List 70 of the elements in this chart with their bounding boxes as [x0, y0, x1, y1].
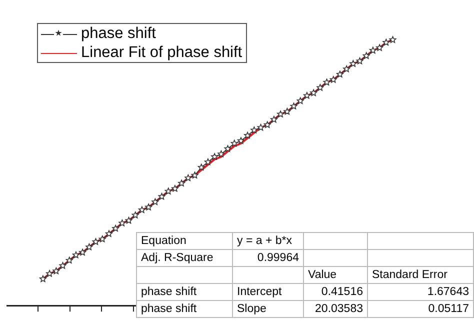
point — [323, 78, 330, 86]
point — [244, 132, 252, 139]
point — [46, 270, 54, 277]
point — [362, 52, 370, 59]
point — [178, 180, 186, 186]
annotation: phase shift — [136, 284, 232, 300]
text: 1.67643 — [368, 284, 474, 300]
point — [92, 238, 100, 245]
point — [382, 38, 390, 46]
point — [350, 60, 357, 67]
annotation: Equation — [136, 232, 232, 250]
point — [376, 44, 384, 51]
text: 0.05117 — [368, 300, 474, 318]
annotation: 20.03583 — [304, 300, 368, 318]
point — [66, 256, 73, 264]
point — [132, 212, 139, 218]
point — [264, 121, 271, 128]
annotation: Adj. R-Square — [136, 250, 232, 266]
point — [138, 206, 146, 214]
point — [389, 36, 396, 43]
point — [79, 248, 86, 256]
point — [105, 230, 113, 237]
point — [98, 235, 106, 242]
point — [59, 262, 66, 269]
legend-label: phase shift — [81, 24, 156, 43]
annotation: Slope — [232, 300, 304, 318]
point — [310, 89, 318, 96]
point — [164, 188, 172, 194]
point — [86, 243, 93, 250]
point — [52, 267, 60, 274]
annotation: 0.41516 — [304, 284, 368, 300]
point — [336, 70, 344, 78]
point — [250, 126, 258, 134]
point — [198, 164, 205, 170]
point — [152, 198, 159, 206]
point — [145, 204, 152, 210]
point — [72, 251, 80, 258]
point — [211, 153, 218, 160]
point — [158, 192, 166, 200]
annotation: 0.99964 — [232, 250, 304, 266]
point — [369, 46, 377, 54]
annotation: Value — [304, 266, 368, 284]
annotation: phase shift — [136, 300, 232, 318]
point — [125, 216, 132, 224]
point — [237, 137, 245, 144]
point — [296, 97, 304, 104]
point — [118, 220, 126, 226]
point — [316, 84, 324, 91]
legend-label: Linear Fit of phase shift — [81, 43, 242, 62]
point — [191, 172, 198, 178]
point — [218, 150, 225, 158]
point — [330, 76, 337, 83]
point — [257, 124, 264, 131]
point — [343, 65, 350, 72]
point — [290, 102, 298, 110]
point — [112, 224, 120, 232]
point — [184, 174, 192, 182]
annotation: y = a + b*x — [232, 232, 304, 250]
point — [284, 108, 291, 115]
point — [303, 92, 311, 99]
annotation: Intercept — [232, 284, 304, 300]
annotation: Standard Error — [368, 266, 474, 284]
point — [224, 145, 232, 152]
point — [39, 275, 47, 282]
point — [204, 158, 212, 166]
point — [277, 110, 284, 118]
point — [356, 57, 364, 64]
point — [171, 184, 179, 192]
point — [230, 140, 238, 147]
point — [270, 116, 278, 123]
